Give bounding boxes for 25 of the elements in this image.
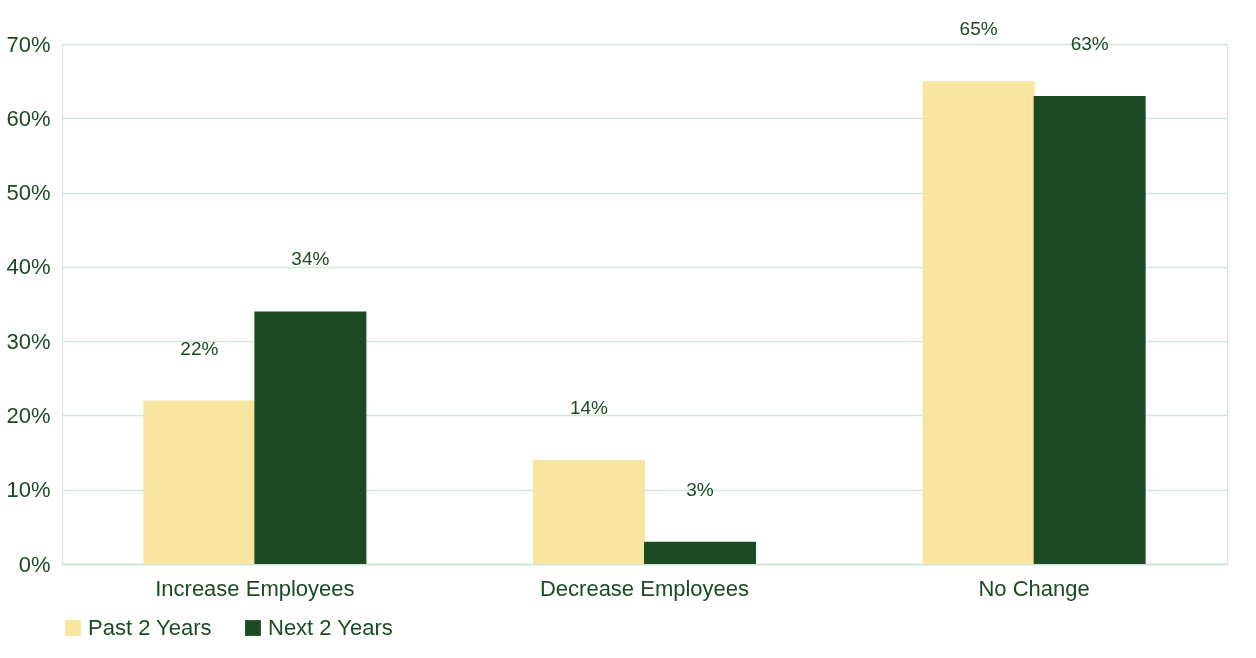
bar <box>532 460 645 564</box>
bar <box>254 311 367 564</box>
data-label: 63% <box>1070 33 1109 54</box>
bar <box>143 400 256 564</box>
y-tick-label: 60% <box>6 105 51 131</box>
data-label: 22% <box>180 337 219 359</box>
data-label: 34% <box>291 248 330 270</box>
x-tick-label: Decrease Employees <box>539 575 750 601</box>
y-tick-label: 20% <box>6 402 51 428</box>
bar <box>1033 96 1146 564</box>
y-tick-label: 30% <box>6 328 51 354</box>
data-label: 14% <box>569 397 609 418</box>
y-tick-label: 10% <box>6 477 51 503</box>
y-tick-label: 70% <box>6 31 51 57</box>
data-label: 3% <box>686 478 714 500</box>
legend-label: Past 2 Years <box>88 615 212 640</box>
data-label: 65% <box>959 18 998 40</box>
x-tick-label: No Change <box>978 575 1090 601</box>
legend-label: Next 2 Years <box>268 615 393 640</box>
y-tick-label: 0% <box>18 551 51 577</box>
x-tick-label: Increase Employees <box>155 575 355 601</box>
bar <box>644 541 757 564</box>
y-tick-label: 50% <box>6 180 51 206</box>
y-tick-label: 40% <box>6 254 51 280</box>
bar <box>922 81 1035 564</box>
